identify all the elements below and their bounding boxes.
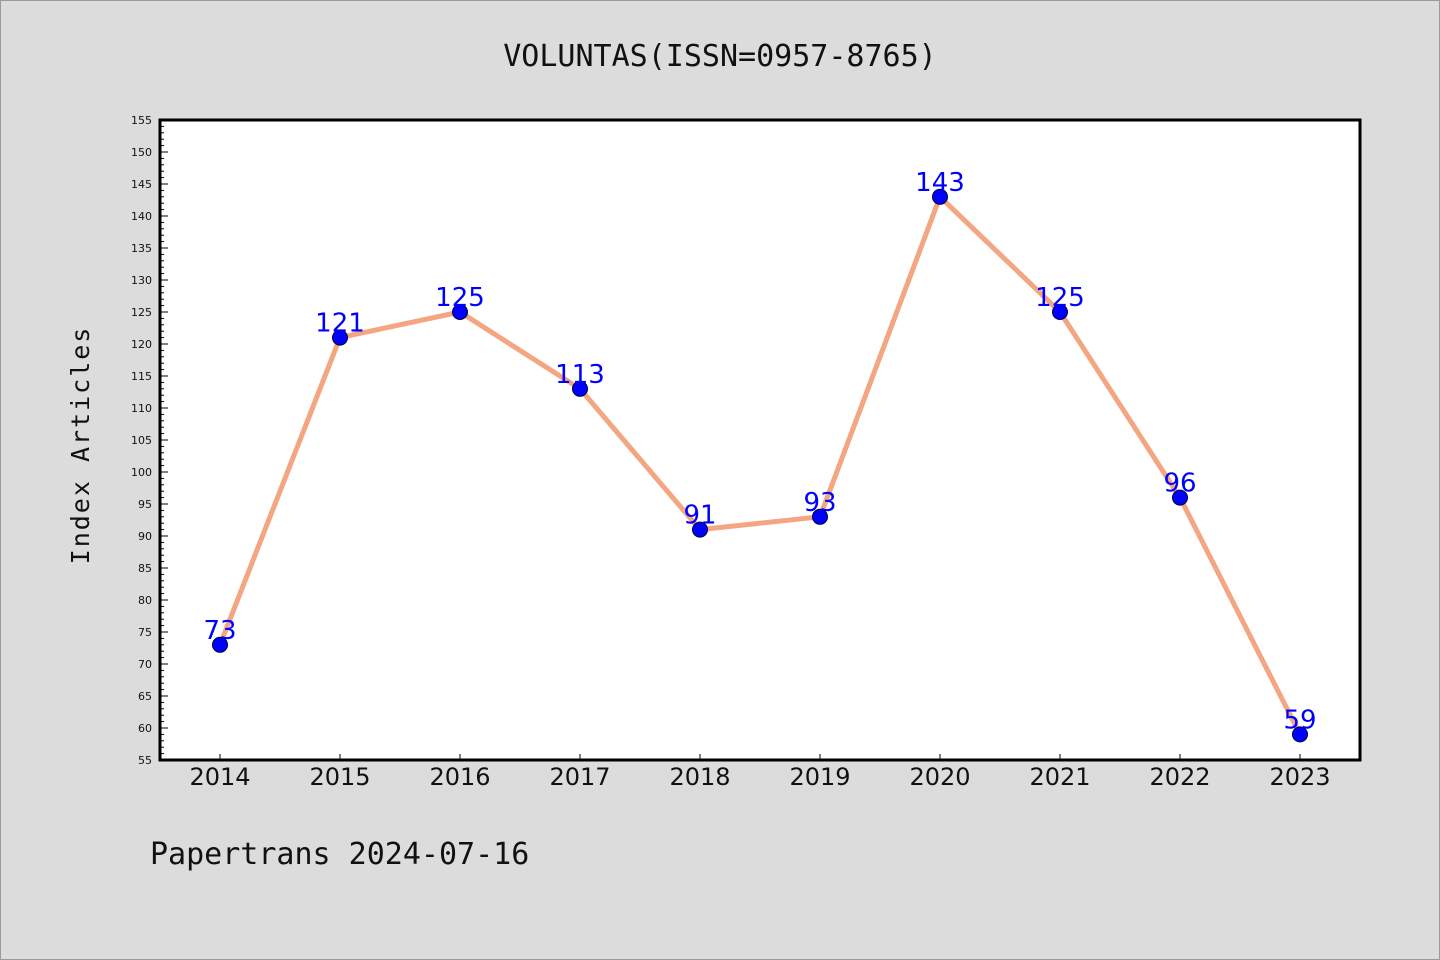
data-label: 121 [315, 309, 365, 339]
x-tick-label: 2020 [909, 763, 970, 791]
data-point [452, 304, 468, 320]
y-tick-label: 70 [138, 658, 152, 671]
y-axis-label: Index Articles [66, 326, 95, 565]
y-tick-label: 55 [138, 754, 152, 767]
y-tick-label: 100 [131, 466, 152, 479]
data-point [1172, 489, 1188, 506]
data-label: 93 [803, 488, 836, 518]
data-label: 125 [435, 283, 485, 313]
data-label: 113 [555, 360, 605, 390]
y-tick-label: 90 [138, 530, 152, 543]
data-point [932, 188, 948, 205]
y-tick-label: 75 [138, 626, 152, 639]
y-tick-label: 60 [138, 722, 152, 735]
data-label: 59 [1283, 705, 1316, 735]
series-line-group: 73 121 125 113 91 93 143 125 96 59 [203, 168, 1317, 743]
x-tick-label: 2014 [189, 763, 250, 791]
x-tick-label: 2016 [429, 763, 490, 791]
data-point [332, 329, 348, 346]
chart-title: VOLUNTAS(ISSN=0957-8765) [503, 39, 936, 74]
plot-border [158, 118, 1362, 762]
data-point [812, 508, 828, 525]
y-tick-label: 145 [131, 178, 152, 191]
y-tick-label: 125 [131, 306, 152, 319]
plot-area [160, 120, 1360, 760]
x-tick-label: 2023 [1269, 763, 1330, 791]
data-label: 91 [683, 501, 716, 531]
x-tick-label: 2021 [1029, 763, 1090, 791]
y-tick-label: 155 [131, 114, 152, 127]
data-point [1292, 726, 1308, 743]
footer-text: Papertrans 2024-07-16 [150, 837, 529, 872]
x-tick-label: 2017 [549, 763, 610, 791]
y-tick-label: 130 [131, 274, 152, 287]
x-tick-label: 2022 [1149, 763, 1210, 791]
y-axis: 55 60 65 70 75 80 85 90 95 100 105 110 115 120 125 130 1… [131, 114, 168, 767]
data-point [1052, 304, 1068, 320]
data-point [692, 521, 708, 538]
y-tick-label: 135 [131, 242, 152, 255]
y-tick-label: 85 [138, 562, 152, 575]
y-tick-label: 105 [131, 434, 152, 447]
x-tick-label: 2019 [789, 763, 850, 791]
y-tick-label: 110 [131, 402, 152, 415]
x-tick-label: 2015 [309, 763, 370, 791]
y-tick-label: 115 [131, 370, 152, 383]
data-label: 143 [915, 168, 965, 198]
x-tick-label: 2018 [669, 763, 730, 791]
x-axis: 2014 2015 2016 2017 2018 2019 2020 2021 2022 2023 [189, 754, 1331, 791]
y-tick-label: 140 [131, 210, 152, 223]
data-label: 125 [1035, 283, 1085, 313]
y-tick-label: 150 [131, 146, 152, 159]
data-label: 73 [203, 616, 236, 646]
series-line [217, 194, 1303, 736]
y-tick-label: 65 [138, 690, 152, 703]
y-tick-label: 80 [138, 594, 152, 607]
data-point [212, 636, 228, 653]
data-point [572, 380, 588, 397]
data-label: 96 [1163, 469, 1196, 499]
y-tick-label: 120 [131, 338, 152, 351]
y-tick-label: 95 [138, 498, 152, 511]
